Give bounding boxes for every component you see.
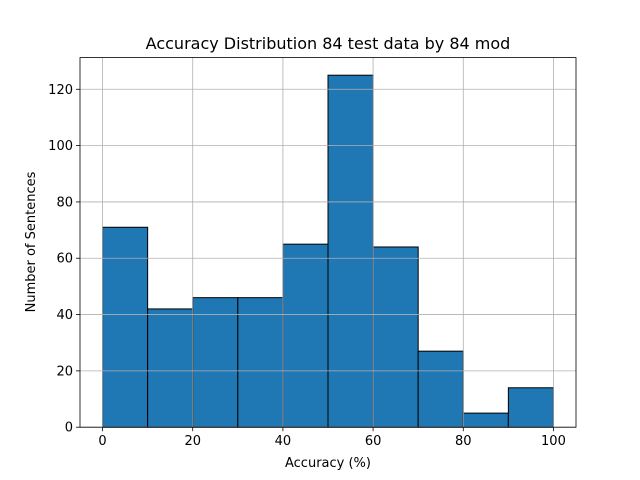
- bar: [102, 226, 149, 428]
- y-tick-label: 0: [65, 421, 73, 436]
- x-tick-label: 80: [455, 434, 472, 449]
- bar: [327, 74, 374, 428]
- y-tick-label: 20: [56, 364, 73, 379]
- y-tick-label: 80: [56, 195, 73, 210]
- y-axis-label: Number of Sentences: [24, 171, 39, 312]
- chart-title: Accuracy Distribution 84 test data by 84…: [146, 34, 511, 53]
- bar: [237, 297, 284, 428]
- y-tick-label: 100: [48, 139, 73, 154]
- x-tick-label: 100: [541, 434, 566, 449]
- bar: [507, 387, 554, 428]
- x-tick-label: 60: [365, 434, 382, 449]
- x-axis-label: Accuracy (%): [285, 456, 371, 471]
- x-tick-label: 20: [184, 434, 201, 449]
- plot-frame: [79, 57, 577, 428]
- x-tick-label: 40: [275, 434, 292, 449]
- bar: [192, 297, 239, 428]
- bar: [462, 412, 509, 428]
- bar: [147, 308, 194, 428]
- bar: [372, 246, 419, 428]
- x-tick-label: 0: [98, 434, 106, 449]
- y-tick-label: 120: [48, 83, 73, 98]
- bar: [282, 243, 329, 428]
- bar: [417, 350, 464, 428]
- y-tick-label: 60: [56, 252, 73, 267]
- y-tick-label: 40: [56, 308, 73, 323]
